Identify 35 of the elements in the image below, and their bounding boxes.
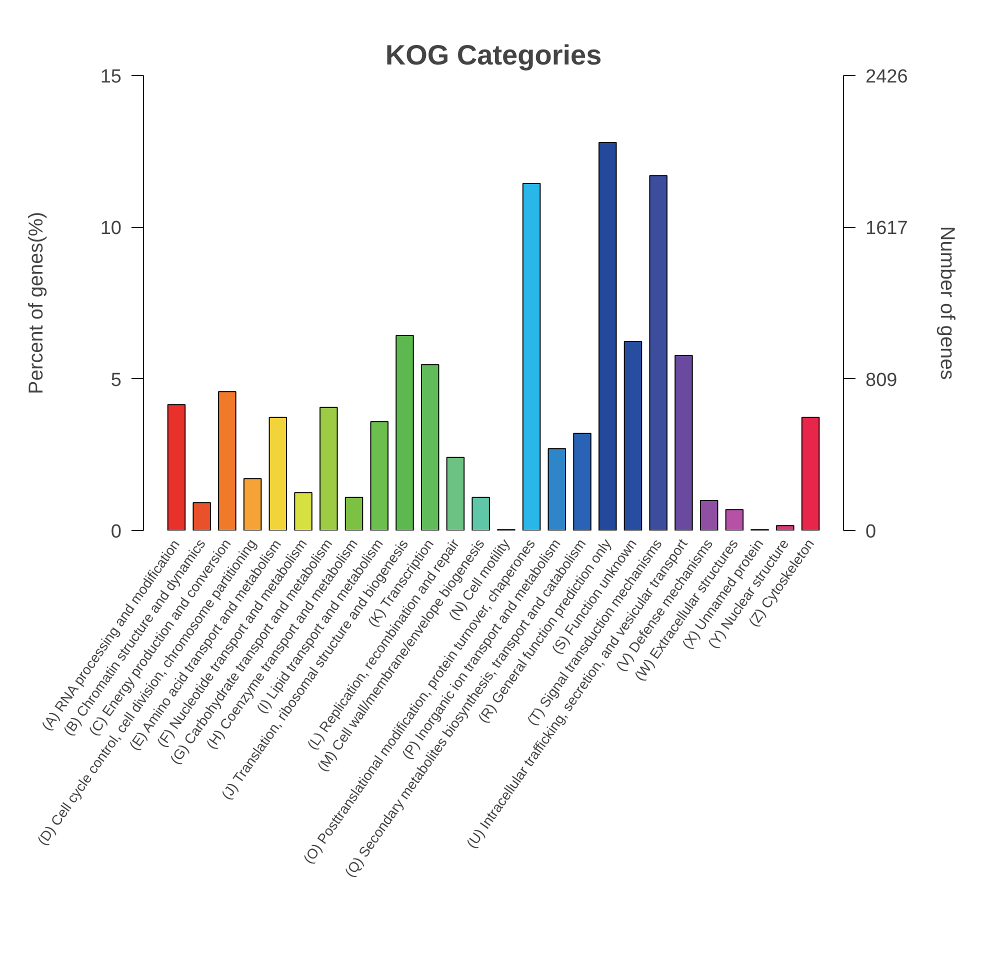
bar	[218, 391, 236, 530]
bar	[598, 142, 617, 530]
bar	[370, 421, 388, 530]
bar	[649, 175, 668, 530]
bar	[674, 354, 693, 530]
bar	[344, 496, 364, 530]
bar	[472, 496, 490, 530]
y-tick-label: 10	[100, 218, 122, 240]
y2-tick-label: 809	[866, 370, 898, 391]
bar	[725, 509, 744, 530]
y2-axis-title: Number of genes	[936, 226, 958, 380]
y2-tick-label: 1617	[866, 218, 908, 240]
bar	[624, 341, 642, 530]
bar	[192, 502, 211, 530]
bar	[320, 406, 338, 530]
chart-title: KOG Categories	[385, 40, 602, 70]
bar	[420, 364, 440, 530]
y2-tick-label: 2426	[866, 66, 908, 88]
bar	[548, 448, 566, 530]
bar	[243, 478, 262, 530]
bar	[700, 500, 718, 530]
bar	[396, 334, 414, 530]
y-tick-label: 5	[110, 370, 122, 391]
bar	[522, 182, 541, 530]
y-tick-label: 15	[100, 66, 122, 88]
y2-tick-label: 0	[866, 522, 876, 542]
bar	[776, 525, 794, 530]
bar	[446, 456, 465, 530]
bar	[268, 416, 288, 530]
y-axis-title: Percent of genes(%)	[25, 212, 48, 394]
bar	[573, 432, 592, 530]
bar	[167, 404, 186, 530]
y-tick-label: 0	[110, 522, 122, 542]
bar	[294, 492, 312, 530]
bar	[801, 416, 820, 530]
